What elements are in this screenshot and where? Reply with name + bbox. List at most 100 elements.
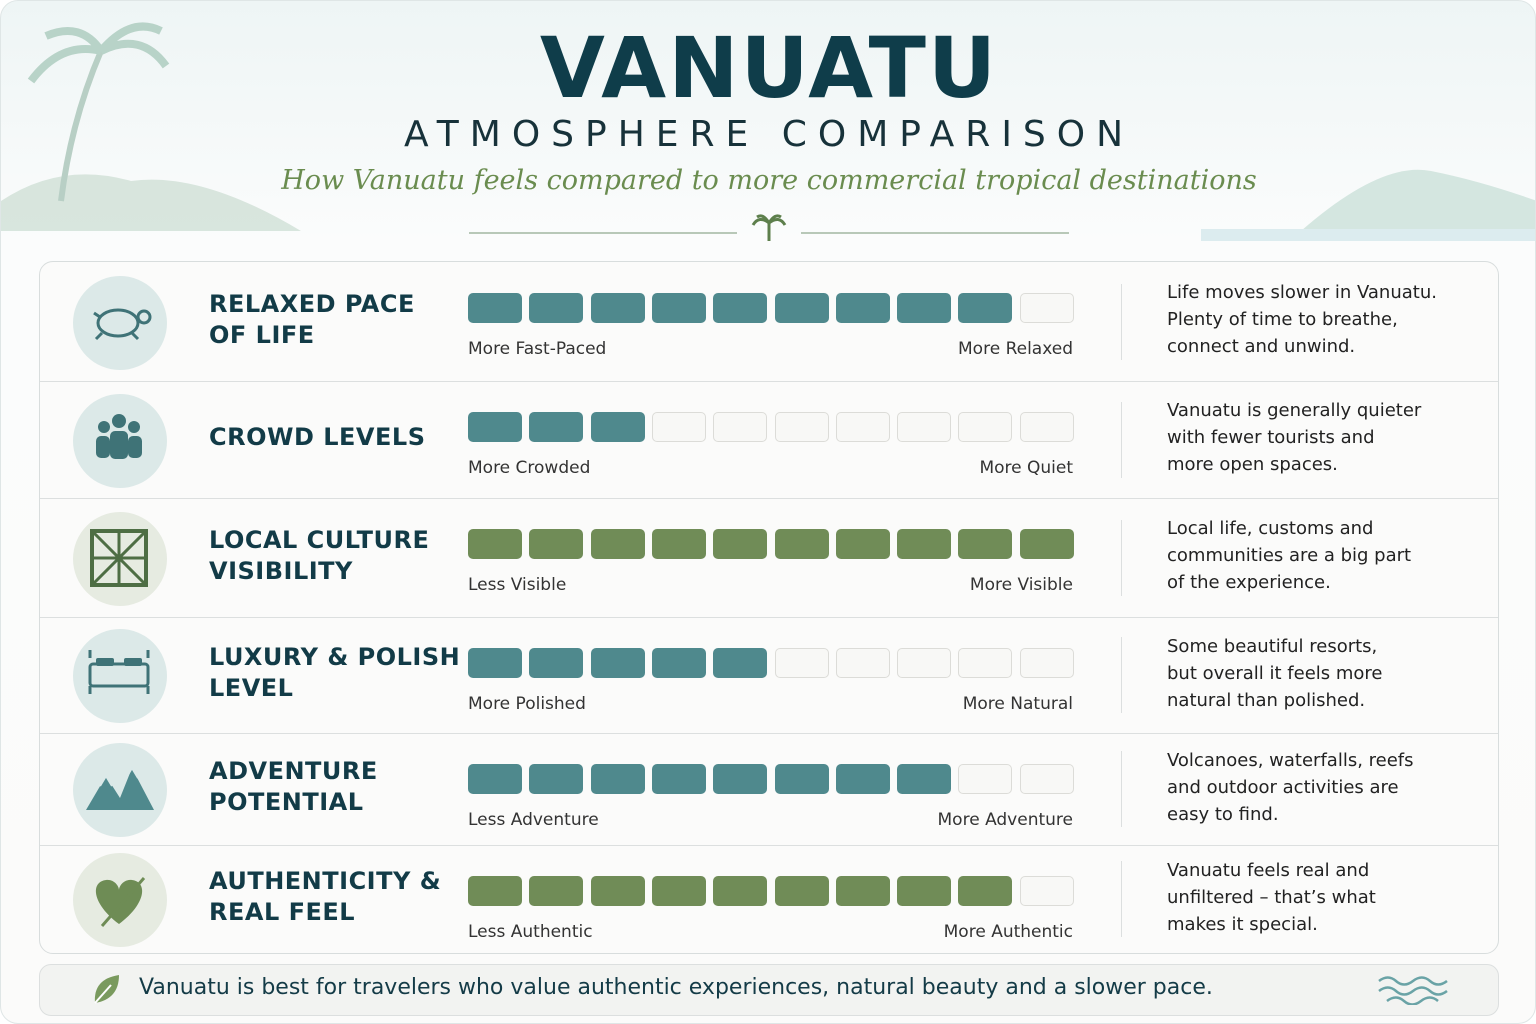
row-title: LUXURY & POLISH LEVEL bbox=[209, 642, 460, 704]
high-label: More Visible bbox=[969, 575, 1073, 595]
filled-segment bbox=[529, 648, 584, 678]
row-title: RELAXED PACE OF LIFE bbox=[209, 289, 415, 351]
high-label: More Adventure bbox=[937, 810, 1073, 830]
description-line: and outdoor activities are bbox=[1167, 776, 1399, 798]
filled-segment bbox=[590, 764, 645, 794]
filled-segment bbox=[958, 293, 1013, 323]
row-title-line: AUTHENTICITY & bbox=[209, 867, 442, 895]
tagline: How Vanuatu feels compared to more comme… bbox=[281, 165, 1257, 196]
comparison-row: AUTHENTICITY & REAL FEEL Less Authentic Mor… bbox=[40, 845, 1498, 953]
empty-segment bbox=[1019, 648, 1074, 678]
row-description: Volcanoes, waterfalls, reefs and outdoor … bbox=[1167, 747, 1414, 828]
description-line: but overall it feels more bbox=[1167, 662, 1383, 684]
empty-segment bbox=[774, 412, 829, 442]
description-line: Life moves slower in Vanuatu. bbox=[1167, 282, 1437, 303]
high-label: More Natural bbox=[962, 694, 1073, 714]
filled-segment bbox=[529, 529, 584, 559]
row-title-line: LEVEL bbox=[209, 674, 294, 702]
filled-segment bbox=[529, 412, 584, 442]
comparison-row: CROWD LEVELS More Crowded More Quiet Vanuat… bbox=[40, 381, 1498, 499]
vertical-divider bbox=[1121, 637, 1122, 713]
filled-segment bbox=[590, 876, 645, 906]
description-line: Some beautiful resorts, bbox=[1167, 635, 1378, 657]
row-title-line: LUXURY & POLISH bbox=[209, 643, 461, 671]
filled-segment bbox=[590, 529, 645, 559]
row-description: Vanuatu is generally quieter with fewer t… bbox=[1167, 397, 1421, 478]
empty-segment bbox=[1019, 293, 1074, 323]
empty-segment bbox=[1019, 876, 1074, 906]
row-icon bbox=[73, 629, 167, 723]
empty-segment bbox=[774, 648, 829, 678]
filled-segment bbox=[713, 876, 768, 906]
empty-segment bbox=[713, 412, 768, 442]
empty-segment bbox=[958, 648, 1013, 678]
comparison-row: LOCAL CULTURE VISIBILITY Less Visible More … bbox=[40, 498, 1498, 618]
filled-segment bbox=[651, 764, 706, 794]
filled-segment bbox=[958, 529, 1013, 559]
filled-segment bbox=[713, 529, 768, 559]
comparison-row: RELAXED PACE OF LIFE More Fast-Paced More R… bbox=[40, 262, 1498, 382]
row-title: ADVENTURE POTENTIAL bbox=[209, 756, 378, 818]
high-label: More Relaxed bbox=[958, 339, 1073, 359]
row-description: Vanuatu feels real and unfiltered – that’… bbox=[1167, 857, 1376, 938]
subtitle: ATMOSPHERE COMPARISON bbox=[403, 114, 1135, 155]
filled-segment bbox=[529, 876, 584, 906]
filled-segment bbox=[774, 293, 829, 323]
description-line: Vanuatu feels real and bbox=[1167, 859, 1370, 881]
filled-segment bbox=[468, 648, 522, 678]
empty-segment bbox=[958, 764, 1013, 794]
row-title: CROWD LEVELS bbox=[209, 422, 425, 453]
filled-segment bbox=[713, 764, 768, 794]
row-icon bbox=[73, 393, 167, 488]
filled-segment bbox=[468, 412, 522, 442]
filled-segment bbox=[713, 293, 768, 323]
filled-segment bbox=[774, 529, 829, 559]
row-title-line: OF LIFE bbox=[209, 320, 315, 349]
description-line: communities are a big part bbox=[1167, 545, 1412, 566]
footer-text: Vanuatu is best for travelers who value … bbox=[139, 975, 1213, 1000]
empty-segment bbox=[1019, 412, 1074, 442]
row-title: AUTHENTICITY & REAL FEEL bbox=[209, 866, 441, 928]
vertical-divider bbox=[1121, 519, 1122, 596]
filled-segment bbox=[468, 529, 522, 559]
filled-segment bbox=[897, 876, 952, 906]
description-line: natural than polished. bbox=[1167, 689, 1366, 711]
row-description: Some beautiful resorts, but overall it fe… bbox=[1167, 633, 1383, 714]
high-label: More Authentic bbox=[943, 922, 1073, 942]
low-label: More Fast-Paced bbox=[468, 339, 607, 359]
filled-segment bbox=[958, 876, 1013, 906]
leaf-icon bbox=[94, 975, 119, 1004]
row-description: Local life, customs and communities are a… bbox=[1167, 515, 1411, 596]
comparison-row: LUXURY & POLISH LEVEL More Polished More Na… bbox=[40, 617, 1498, 734]
empty-segment bbox=[897, 412, 952, 442]
row-title-line: VISIBILITY bbox=[209, 556, 353, 585]
row-title-line: RELAXED PACE bbox=[209, 289, 415, 318]
row-icon bbox=[73, 511, 167, 606]
filled-segment bbox=[529, 764, 584, 794]
filled-segment bbox=[897, 764, 952, 794]
empty-segment bbox=[651, 412, 706, 442]
low-label: Less Authentic bbox=[468, 922, 593, 942]
empty-segment bbox=[1019, 764, 1074, 794]
filled-segment bbox=[468, 876, 522, 906]
row-title: LOCAL CULTURE VISIBILITY bbox=[209, 525, 429, 587]
vertical-divider bbox=[1121, 751, 1122, 827]
filled-segment bbox=[590, 412, 645, 442]
footer-box bbox=[39, 964, 1499, 1016]
filled-segment bbox=[774, 876, 829, 906]
vertical-divider bbox=[1121, 283, 1122, 360]
filled-segment bbox=[529, 293, 584, 323]
filled-segment bbox=[651, 529, 706, 559]
description-line: Plenty of time to breathe, bbox=[1167, 309, 1398, 330]
filled-segment bbox=[468, 293, 522, 323]
low-label: Less Adventure bbox=[468, 810, 599, 830]
vertical-divider bbox=[1121, 401, 1122, 478]
row-title-line: CROWD LEVELS bbox=[209, 423, 426, 451]
comparison-card: RELAXED PACE OF LIFE More Fast-Paced More R… bbox=[39, 261, 1499, 954]
row-description: Life moves slower in Vanuatu. Plenty of t… bbox=[1167, 279, 1437, 360]
description-line: with fewer tourists and bbox=[1167, 427, 1375, 448]
filled-segment bbox=[1019, 529, 1074, 559]
low-label: More Crowded bbox=[468, 458, 591, 478]
filled-segment bbox=[651, 293, 706, 323]
